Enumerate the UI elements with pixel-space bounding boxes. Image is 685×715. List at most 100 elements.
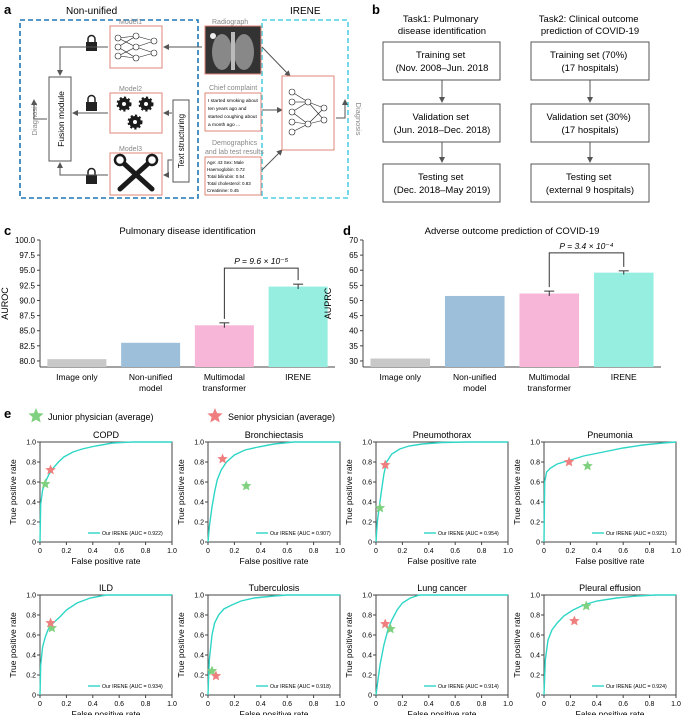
task2-training-text: Training set (70%) (17 hospitals)	[550, 50, 630, 74]
senior-physician-star	[380, 459, 391, 470]
y-axis-label: True positive rate	[8, 459, 18, 525]
chart-c: Pulmonary disease identification AUROC 80.…	[0, 226, 335, 393]
neural-network-icon	[114, 32, 158, 62]
plot-frame	[207, 441, 341, 543]
x-tick-label: model	[463, 383, 486, 393]
y-tick-label: 0.2	[194, 520, 204, 527]
senior-physician-star	[45, 617, 56, 628]
panel-letter-d: d	[343, 223, 351, 238]
y-tick-label: 65	[349, 251, 358, 260]
roc-curve	[39, 441, 172, 543]
lock-icon	[86, 167, 97, 184]
roc-curve	[543, 594, 676, 696]
model2-label: Model2	[119, 86, 142, 93]
y-tick-label: 0.4	[362, 500, 372, 507]
chief-complaint-text: I started smoking about ten years ago an…	[208, 98, 259, 128]
task2-testing-text: Testing set (external 9 hospitals)	[546, 172, 634, 196]
plot-frame	[39, 594, 173, 696]
roc-subplot: ILD 00 0.2 0.2 0.4 0.4 0.6 0.6 0.8 0.8 1.0 1.0 False…	[8, 583, 177, 715]
junior-physician-star	[206, 665, 218, 676]
x-tick-label: 0.6	[618, 701, 628, 708]
x-tick-label: Non-unified	[453, 372, 497, 382]
chart-title: Adverse outcome prediction of COVID-19	[425, 226, 600, 237]
x-tick-label: 0.4	[424, 701, 434, 708]
y-tick-label: 70	[349, 236, 358, 245]
y-axis-label: True positive rate	[8, 612, 18, 678]
y-axis-label: AUPRC	[323, 287, 333, 319]
task1-testing-text: Testing set (Dec. 2018–May 2019)	[394, 172, 491, 196]
y-tick-label: 1.0	[194, 440, 204, 447]
y-tick-label: 45	[349, 312, 358, 321]
roc-subplot: Tuberculosis 00 0.2 0.2 0.4 0.4 0.6 0.6 0.8 0.8 1.…	[176, 583, 345, 715]
text-structuring-box	[172, 99, 190, 183]
x-tick-label: 0.6	[114, 701, 124, 708]
y-tick-label: 0.8	[530, 460, 540, 467]
y-tick-label: 0	[32, 693, 36, 700]
significance-bracket	[223, 267, 299, 319]
x-tick-label: 0	[38, 548, 42, 555]
plot-frame	[39, 441, 173, 543]
x-axis-label: False positive rate	[72, 709, 141, 715]
x-tick-label: 0.4	[88, 548, 98, 555]
x-tick-label: 0.4	[424, 548, 434, 555]
x-tick-label: 0	[206, 548, 210, 555]
roc-subplot: Lung cancer 00 0.2 0.2 0.4 0.4 0.6 0.6 0.8 0.8 1.0…	[344, 583, 513, 715]
y-tick-label: 0.4	[530, 500, 540, 507]
x-tick-label: 0.8	[309, 548, 319, 555]
x-axis-label: False positive rate	[408, 709, 477, 715]
junior-legend-star	[28, 408, 44, 423]
y-tick-label: 80.0	[19, 357, 35, 366]
x-tick-label: Non-unified	[129, 372, 173, 382]
y-tick-label: 85.0	[19, 327, 35, 336]
panel-b: b Task1: Pulmonary disease identificatio…	[372, 2, 650, 203]
neural-network-icon	[288, 88, 328, 136]
x-tick-label: 0.4	[592, 701, 602, 708]
subplot-title: Pleural effusion	[579, 583, 641, 593]
roc-subplot: Pneumothorax 00 0.2 0.2 0.4 0.4 0.6 0.6 0.8 0.8 1.…	[344, 430, 513, 566]
legend-label: Our IRENE (AUC = 0.954)	[438, 531, 499, 537]
panel-letter-c: c	[4, 223, 11, 238]
senior-physician-star	[217, 453, 228, 464]
legend-label: Our IRENE (AUC = 0.924)	[606, 684, 667, 690]
gears-icon	[116, 96, 154, 130]
roc-curve	[543, 441, 677, 543]
bar	[444, 295, 505, 367]
x-tick-label: 0.2	[398, 701, 408, 708]
y-axis-label: True positive rate	[344, 459, 354, 525]
y-axis-label: AUROC	[0, 287, 10, 320]
task1-training-text: Training set (Nov. 2008–Jun. 2018	[396, 50, 489, 74]
x-axis-label: False positive rate	[576, 556, 645, 566]
chart-e: Junior physician (average) Senior physici…	[8, 408, 681, 715]
x-tick-label: transformer	[203, 383, 247, 393]
task1-validation-box	[382, 103, 501, 143]
subplot-title: Lung cancer	[417, 583, 467, 593]
y-tick-label: 95.0	[19, 266, 35, 275]
x-tick-label: 1.0	[335, 701, 345, 708]
senior-physician-star	[380, 618, 391, 629]
x-tick-label: IRENE	[611, 372, 637, 382]
roc-curve	[39, 594, 172, 696]
x-tick-label: 0.8	[309, 701, 319, 708]
x-tick-label: 0.4	[256, 548, 266, 555]
panel-letter-b: b	[372, 2, 380, 17]
x-axis-label: False positive rate	[408, 556, 477, 566]
y-tick-label: 0.8	[194, 613, 204, 620]
y-tick-label: 0.8	[26, 460, 36, 467]
y-axis-label: True positive rate	[176, 459, 186, 525]
demographics-text: Age: 43 Sex: Male Haemoglobin: 0.72 Tota…	[207, 160, 252, 193]
x-tick-label: 0.2	[398, 548, 408, 555]
y-tick-label: 0.6	[530, 633, 540, 640]
y-tick-label: 82.5	[19, 342, 35, 351]
y-tick-label: 0.8	[530, 613, 540, 620]
y-tick-label: 0	[368, 540, 372, 547]
chart-d: Adverse outcome prediction of COVID-19 AU…	[323, 226, 661, 393]
y-tick-label: 0	[200, 540, 204, 547]
plot-frame	[375, 441, 509, 543]
senior-physician-star	[210, 670, 222, 681]
panel-a: a Non-unified IRENE Fusion module Diagno…	[4, 2, 363, 199]
y-tick-label: 0.4	[362, 653, 372, 660]
p-value-annotation: P = 9.6 × 10⁻⁵	[234, 256, 288, 266]
x-tick-label: 0.6	[282, 548, 292, 555]
text-structuring-label: Text structuring	[177, 114, 186, 168]
y-axis-label: True positive rate	[512, 612, 522, 678]
